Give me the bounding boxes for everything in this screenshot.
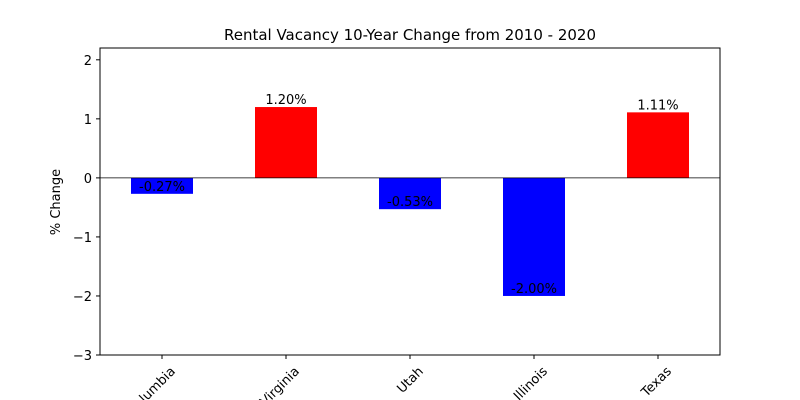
value-label: 1.20% xyxy=(265,93,306,108)
y-tick-label: 1 xyxy=(84,113,92,128)
value-label: -0.27% xyxy=(139,180,185,195)
bar xyxy=(627,112,689,178)
bar xyxy=(131,177,193,194)
value-label: -2.00% xyxy=(511,282,557,297)
value-label: -0.53% xyxy=(387,195,433,210)
y-tick-label: −2 xyxy=(73,290,92,305)
chart-title: Rental Vacancy 10-Year Change from 2010 … xyxy=(224,26,596,44)
value-label: 1.11% xyxy=(637,98,678,113)
y-tick-label: 2 xyxy=(84,54,92,69)
bar xyxy=(503,177,565,296)
y-tick-label: −3 xyxy=(73,349,92,364)
bar xyxy=(379,177,441,210)
bar xyxy=(255,107,317,178)
y-tick-label: 0 xyxy=(84,172,92,187)
y-axis-label: % Change xyxy=(49,169,64,235)
y-tick-label: −1 xyxy=(73,231,92,246)
plot-frame xyxy=(99,47,721,356)
